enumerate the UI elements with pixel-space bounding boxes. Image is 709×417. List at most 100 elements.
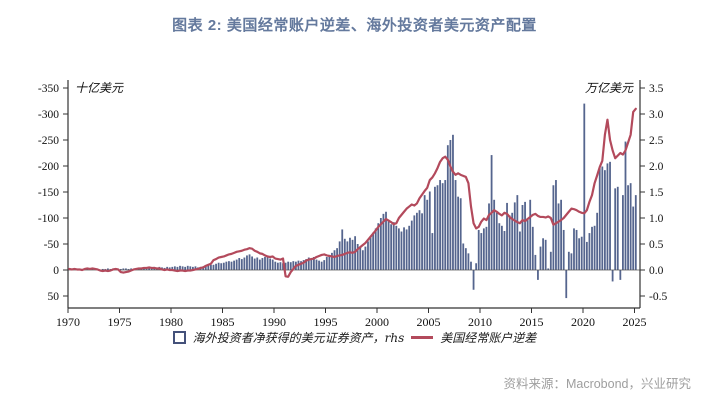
bar [341,229,344,270]
bar [385,211,387,270]
right-tick-label: -0.5 [649,291,667,303]
bar [560,199,563,270]
bar [519,231,521,270]
bar [107,268,109,270]
bar [251,256,254,270]
bar [266,255,269,270]
bar [583,103,586,270]
x-tick-label: 2010 [468,315,492,329]
bar [230,261,233,270]
bar [274,261,277,270]
bar [313,257,315,270]
bar [418,210,421,270]
bar [346,241,349,270]
bar [524,201,526,270]
bar [279,262,282,270]
bar [506,202,508,270]
bar [457,196,460,270]
bar [521,205,524,270]
bar [598,168,601,270]
left-tick-label: -150 [38,187,59,199]
bar [238,258,241,270]
bar [575,229,578,270]
line-series-swatch-icon [411,336,434,339]
bar [171,266,174,270]
bar [416,212,418,270]
bar [567,251,570,270]
bar-series-swatch-icon [172,331,186,344]
left-tick-label: -300 [38,109,59,121]
bar [271,259,274,270]
bar [361,250,364,270]
bar [233,260,235,270]
bar [619,270,622,280]
bar [261,258,264,270]
bar [413,215,416,270]
bar [377,223,380,270]
bar [372,232,375,270]
bar [323,260,326,270]
left-axis-unit-label: 十亿美元 [75,81,124,95]
bar [434,186,436,270]
line-series-legend-label: 美国经常账户逆差 [440,331,537,345]
bar [333,250,336,270]
bar [397,228,400,270]
bar [222,262,225,270]
bar [462,243,465,270]
bar [629,183,632,270]
left-tick-label: 50 [48,291,60,303]
bar [310,258,313,270]
bar [228,261,230,270]
bar [544,239,547,270]
bar [485,226,488,270]
bar [320,261,323,270]
bar [215,263,217,270]
right-tick-label: 1.0 [649,213,664,225]
bar [467,253,470,270]
bar [204,265,207,270]
bar [282,263,284,270]
bar [488,203,490,270]
bar [555,180,557,270]
bar [439,180,441,270]
current-account-line [68,107,637,278]
left-tick-label: -100 [38,213,59,225]
bar [354,236,357,270]
bar [531,226,534,270]
bar [318,260,320,270]
bar [408,225,411,270]
bar [300,261,302,270]
x-tick-label: 1995 [314,315,338,329]
bar [622,195,624,270]
bar [240,259,243,270]
bar [349,237,351,270]
bar [588,233,591,270]
bar [624,141,627,270]
bar [421,213,423,270]
bar [428,191,431,270]
bar [526,220,529,270]
bar [403,227,405,270]
bar [495,212,498,270]
bar [220,263,223,270]
bar [305,259,308,270]
bar [284,262,287,270]
bar [472,270,475,290]
bar [194,266,197,270]
chart-canvas: -350 -300 -250 -200 -150 -100 -50 0 50 3.5 3.0 2.5 2… [38,80,667,329]
bar [606,163,609,270]
bar-series-legend-label: 海外投资者净获得的美元证券资产，rhs [192,331,405,345]
bar [374,228,377,270]
bar [603,170,606,270]
bar [513,202,516,270]
bar [441,183,444,270]
bar [359,247,362,270]
bar [614,188,617,270]
bar [127,268,130,270]
bar [302,260,305,270]
right-tick-label: 2.0 [649,161,664,173]
bar [549,251,552,270]
bar [508,215,511,270]
bar [410,220,413,270]
